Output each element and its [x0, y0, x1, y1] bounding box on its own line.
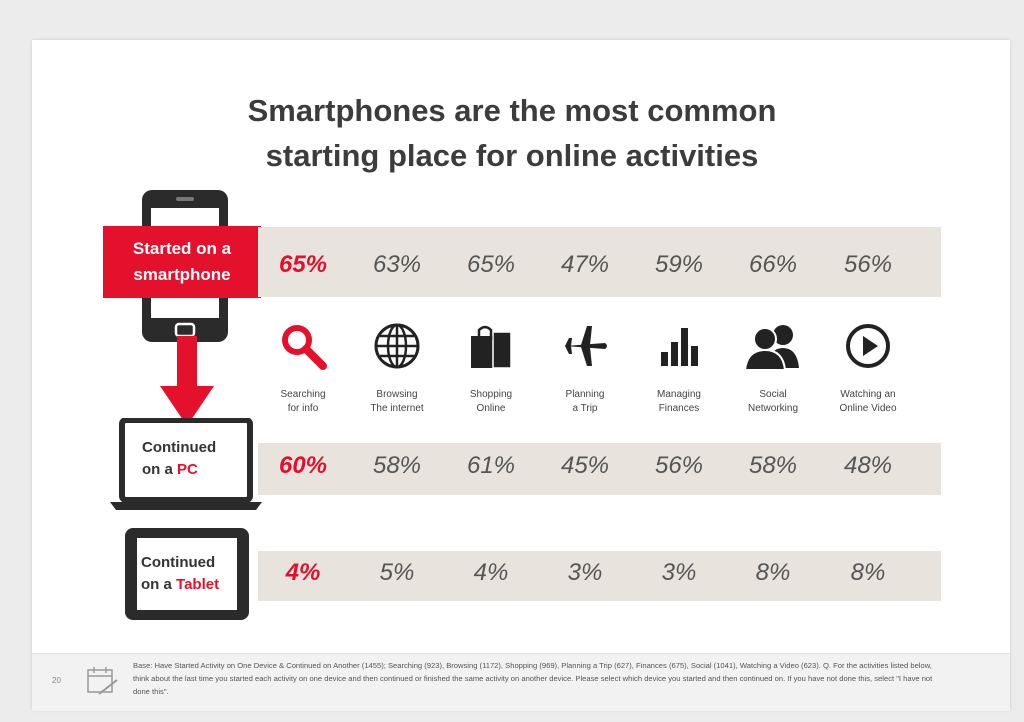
page-title: Smartphones are the most common starting…	[0, 88, 1024, 178]
smartphone-label-line-2: smartphone	[133, 265, 231, 284]
smartphone-value: 59%	[654, 251, 704, 278]
activity-label-line-2: for info	[287, 403, 319, 414]
footer	[32, 653, 1010, 711]
tablet-icon	[125, 528, 249, 620]
activity-label-line-2: The internet	[370, 403, 424, 414]
down-arrow-icon	[160, 336, 214, 426]
activity-label-line-2: Online Video	[839, 403, 897, 414]
base-footnote: Base: Have Started Activity on One Devic…	[133, 661, 933, 696]
activity-label-line-2: Finances	[658, 403, 700, 414]
tablet-band	[258, 551, 941, 601]
started-on-smartphone-label: Started on a smartphone	[103, 226, 261, 298]
activity-label-line-1: Searching	[280, 389, 326, 400]
activity-label-line-1: Planning	[565, 389, 605, 400]
pc-value: 58%	[748, 452, 798, 479]
tablet-value: 8%	[850, 559, 886, 586]
activity-label: Watching an Online Video	[820, 388, 916, 416]
pc-label-line-2: on a PC	[142, 459, 216, 481]
shopping-bag-icon	[467, 322, 515, 375]
smartphone-value: 65%	[466, 251, 516, 278]
pc-value: 61%	[466, 452, 516, 479]
tablet-label-line-1: Continued	[141, 554, 216, 571]
activity-label-line-2: Online	[476, 403, 506, 414]
pc-value: 60%	[278, 452, 328, 479]
pc-value: 48%	[843, 452, 893, 479]
page-number: 20	[52, 676, 61, 685]
tablet-value: 4%	[285, 559, 321, 586]
continued-on-pc-label: Continued on a PC	[142, 437, 216, 481]
activity-label-line-1: Watching an	[840, 389, 896, 400]
smartphone-value: 47%	[560, 251, 610, 278]
tablet-label-prefix: on a	[141, 576, 177, 593]
pc-value: 56%	[654, 452, 704, 479]
smartphone-value: 63%	[372, 251, 422, 278]
activity-label-line-2: Networking	[747, 403, 799, 414]
smartphone-value: 56%	[843, 251, 893, 278]
pc-band	[258, 443, 941, 495]
pc-value: 45%	[560, 452, 610, 479]
activity-label: Planning a Trip	[537, 388, 633, 416]
smartphone-label-line-1: Started on a	[132, 239, 232, 258]
activity-label: Social Networking	[725, 388, 821, 416]
tablet-label-line-2: on a Tablet	[141, 574, 219, 596]
magnifier-icon	[279, 322, 327, 375]
people-icon	[743, 322, 803, 375]
pc-value: 58%	[372, 452, 422, 479]
activity-label-line-1: Shopping	[469, 389, 513, 400]
smartphone-value: 65%	[278, 251, 328, 278]
pc-label-prefix: on a	[142, 461, 178, 478]
activity-label-line-2: a Trip	[572, 403, 598, 414]
tablet-value: 4%	[473, 559, 509, 586]
activity-label-line-1: Social	[759, 389, 787, 400]
airplane-icon	[561, 322, 609, 375]
pc-label-line-1: Continued	[142, 439, 217, 456]
continued-on-tablet-label: Continued on a Tablet	[141, 552, 219, 596]
tablet-value: 3%	[567, 559, 603, 586]
smartphone-value: 66%	[748, 251, 798, 278]
title-line-1: Smartphones are the most common	[247, 93, 777, 128]
calendar-icon	[87, 667, 118, 695]
laptop-icon	[110, 418, 262, 510]
tablet-value: 5%	[379, 559, 415, 586]
globe-icon	[373, 322, 421, 375]
activity-label: Browsing The internet	[349, 388, 445, 416]
play-button-icon	[844, 322, 892, 375]
bar-chart-icon	[655, 322, 703, 375]
tablet-value: 8%	[755, 559, 791, 586]
tablet-value: 3%	[661, 559, 697, 586]
activity-label: Managing Finances	[631, 388, 727, 416]
activity-label-line-1: Browsing	[376, 389, 418, 400]
title-line-2: starting place for online activities	[265, 138, 759, 173]
activity-label: Searching for info	[255, 388, 351, 416]
smartphone-band	[258, 227, 941, 297]
tablet-label-accent: Tablet	[176, 576, 220, 593]
pc-label-accent: PC	[177, 461, 198, 478]
activity-label-line-1: Managing	[657, 389, 701, 400]
activity-label: Shopping Online	[443, 388, 539, 416]
